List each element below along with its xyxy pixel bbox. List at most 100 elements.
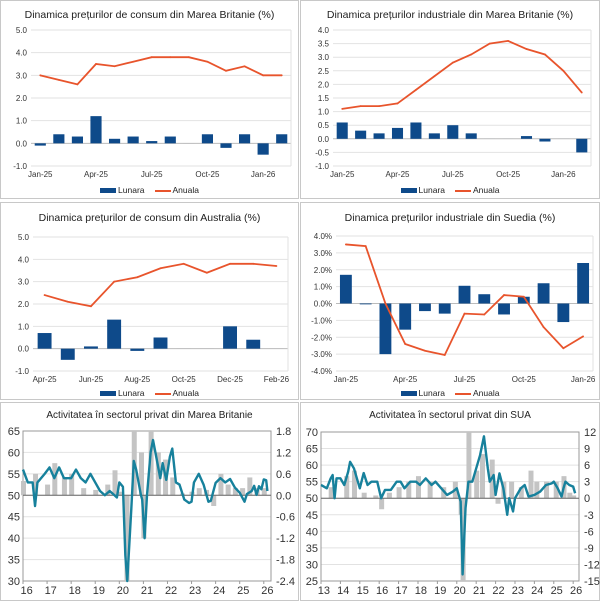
y2-tick-label: -1.2 bbox=[276, 533, 295, 545]
x-tick-label: 22 bbox=[165, 585, 177, 597]
y-tick-label: 0.5 bbox=[318, 121, 330, 130]
y-tick-label: 65 bbox=[8, 426, 20, 438]
x-tick-label: Jun-25 bbox=[79, 375, 104, 384]
y2-tick-label: 0 bbox=[584, 493, 590, 505]
change-bar bbox=[61, 477, 67, 496]
se-ppi-plot: -4.0% -3.0% -2.0% -1.0% 0.0% 1.0% 2.0% 3.0% 4.0%… bbox=[311, 232, 596, 384]
bar-Feb-26 bbox=[276, 134, 288, 144]
y-tick-label: -0.5 bbox=[315, 148, 329, 157]
change-bar bbox=[170, 477, 176, 496]
change-bar bbox=[474, 470, 480, 499]
x-tick-label: Apr-25 bbox=[84, 170, 109, 179]
change-bar bbox=[406, 481, 412, 499]
change-bar bbox=[495, 498, 501, 504]
y-tick-label: 3.0 bbox=[318, 53, 330, 62]
bar-Sep-25 bbox=[153, 337, 168, 349]
point-Jun-25 bbox=[132, 60, 135, 63]
legend-label: Lunara bbox=[118, 185, 145, 195]
y-tick-label: 30 bbox=[8, 576, 20, 588]
legend-line-swatch bbox=[154, 392, 171, 395]
y2-tick-label: 1.8 bbox=[276, 426, 291, 438]
point-May-25 bbox=[113, 65, 116, 68]
bar-Dec-25 bbox=[557, 303, 570, 323]
x-tick-label: Jul-25 bbox=[442, 170, 464, 179]
x-tick-label: 24 bbox=[213, 585, 225, 597]
bar-May-25 bbox=[410, 122, 422, 139]
point-Feb-26 bbox=[275, 265, 278, 267]
x-tick-label: 25 bbox=[551, 585, 563, 597]
uk-pmi-chart: Activitatea în sectorul privat din Marea… bbox=[0, 402, 299, 601]
change-bar bbox=[427, 481, 433, 499]
y2-tick-label: -9 bbox=[584, 543, 594, 555]
change-bar bbox=[396, 487, 402, 499]
bar-Jun-25 bbox=[438, 303, 451, 314]
us-pmi-plot: 25 30 35 40 45 50 55 60 65 70 -15 -12 -9 -6 -3 0 3 6 9 12 13… bbox=[306, 427, 600, 597]
us-pmi-chart: Activitatea în sectorul privat din SUA 2… bbox=[300, 402, 600, 601]
bar-Mar-25 bbox=[373, 133, 385, 139]
bar-Feb-25 bbox=[359, 303, 372, 305]
x-tick-label: 18 bbox=[69, 585, 81, 597]
legend-bar-swatch bbox=[400, 188, 417, 194]
chart-title: Dinamica prețurilor industriale din Sued… bbox=[344, 212, 556, 224]
bar-Mar-25 bbox=[379, 303, 392, 355]
y-tick-label: 1.0 bbox=[318, 108, 330, 117]
y-tick-label: 0.0% bbox=[314, 300, 332, 309]
point-Jul-25 bbox=[451, 61, 454, 64]
change-bar bbox=[480, 454, 486, 499]
change-bar bbox=[351, 470, 357, 499]
change-bar bbox=[518, 487, 524, 499]
y-tick-label: 0.0 bbox=[18, 345, 30, 354]
x-tick-label: Jul-25 bbox=[141, 170, 163, 179]
point-Oct-25 bbox=[507, 39, 509, 42]
x-tick-label: 26 bbox=[570, 585, 582, 597]
point-Jan-25 bbox=[341, 107, 344, 110]
change-bar bbox=[571, 495, 577, 499]
legend-label: Lunara bbox=[418, 185, 445, 195]
x-tick-label: 15 bbox=[357, 585, 369, 597]
y-tick-label: 4.0% bbox=[314, 232, 332, 241]
change-bar bbox=[138, 452, 144, 496]
y2-tick-label: 1.2 bbox=[276, 447, 291, 459]
pmi-line bbox=[320, 435, 577, 576]
uk-pmi-plot: 30 35 40 45 50 55 60 65 -2.4 -1.8 -1.2 -0.6 0.0 0.6 1.… bbox=[8, 426, 295, 597]
y2-tick-label: -12 bbox=[584, 559, 600, 571]
bar-Feb-25 bbox=[355, 130, 367, 139]
point-Apr-25 bbox=[95, 63, 97, 65]
x-tick-label: 17 bbox=[45, 585, 57, 597]
y-tick-label: 2.0 bbox=[18, 300, 30, 309]
change-bar bbox=[361, 492, 367, 499]
x-tick-label: 19 bbox=[434, 585, 446, 597]
point-Jan-26 bbox=[252, 262, 255, 265]
point-Jul-25 bbox=[113, 280, 116, 283]
x-tick-label: 21 bbox=[473, 585, 485, 597]
change-bar bbox=[544, 481, 550, 499]
point-Nov-25 bbox=[225, 69, 227, 72]
change-bar bbox=[218, 473, 224, 496]
point-Mar-25 bbox=[378, 105, 380, 108]
change-bar bbox=[232, 488, 238, 496]
chart-title: Dinamica prețurilor industriale din Mare… bbox=[326, 9, 574, 21]
point-May-25 bbox=[66, 300, 69, 303]
point-Mar-25 bbox=[384, 302, 387, 305]
bar-May-25 bbox=[109, 138, 121, 144]
y2-tick-label: 9 bbox=[584, 444, 590, 456]
y-tick-label: 0.0 bbox=[16, 139, 28, 148]
legend-label: Anuala bbox=[473, 388, 500, 398]
y-tick-label: -2.0% bbox=[311, 333, 332, 342]
change-bar bbox=[509, 481, 515, 499]
bar-Aug-25 bbox=[465, 133, 477, 139]
change-bar bbox=[45, 484, 51, 496]
x-tick-label: 25 bbox=[237, 585, 249, 597]
bar-Jan-26 bbox=[257, 143, 269, 155]
point-Dec-25 bbox=[544, 53, 546, 56]
change-bar bbox=[112, 470, 118, 496]
point-Jan-26 bbox=[562, 69, 565, 72]
chart-title: Activitatea în sectorul privat din Marea… bbox=[46, 410, 253, 421]
legend-label: Anuala bbox=[172, 185, 199, 195]
y-tick-label: 35 bbox=[306, 543, 318, 555]
change-bar bbox=[553, 481, 559, 499]
y2-tick-label: 3 bbox=[584, 477, 590, 489]
y-tick-label: 0.0 bbox=[318, 135, 330, 144]
x-tick-label: 17 bbox=[395, 585, 407, 597]
